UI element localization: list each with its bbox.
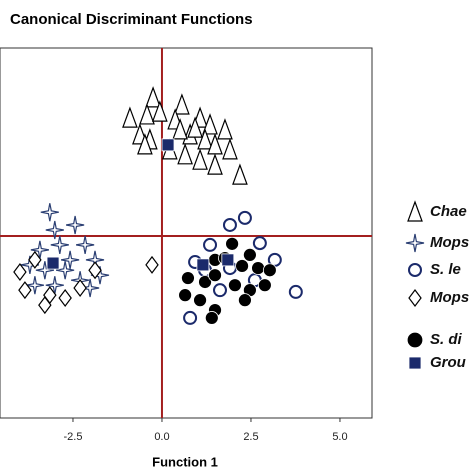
- point: [222, 138, 238, 160]
- point: [65, 215, 85, 235]
- point: [151, 100, 168, 122]
- point: [183, 310, 198, 325]
- point: [161, 138, 175, 152]
- legend-label: S. di: [430, 331, 463, 348]
- point: [28, 250, 42, 269]
- point: [257, 278, 272, 293]
- point: [217, 118, 233, 140]
- point: [252, 236, 267, 251]
- point: [242, 248, 257, 262]
- point: [228, 278, 242, 293]
- point: [181, 271, 195, 285]
- legend-label: Chae: [430, 203, 467, 220]
- point: [38, 296, 52, 315]
- point: [75, 235, 95, 255]
- point: [221, 253, 235, 267]
- legend-marker: [405, 233, 425, 253]
- point: [204, 311, 219, 325]
- legend-label: S. le: [430, 261, 461, 278]
- point: [202, 113, 218, 135]
- x-tick-label: -2.5: [63, 431, 82, 443]
- x-tick-label: 0.0: [154, 431, 169, 443]
- x-axis-title: Function 1: [152, 454, 218, 469]
- point: [55, 261, 75, 280]
- point: [18, 281, 32, 300]
- point: [235, 259, 249, 273]
- chart-title: Canonical Discriminant Functions: [10, 11, 253, 28]
- point: [172, 118, 188, 140]
- point: [58, 288, 72, 307]
- legend-marker: [408, 263, 422, 277]
- point: [187, 116, 203, 138]
- point: [137, 133, 153, 155]
- legend-label: Mops: [430, 234, 469, 251]
- point: [177, 143, 193, 165]
- point: [178, 288, 193, 303]
- point: [192, 148, 208, 170]
- legend-marker: [408, 289, 422, 307]
- point: [25, 276, 45, 295]
- point: [145, 255, 159, 274]
- point: [45, 220, 64, 240]
- point: [174, 93, 190, 115]
- legend-marker: [406, 331, 424, 349]
- legend-marker: [407, 200, 423, 222]
- point: [88, 261, 102, 280]
- point: [50, 235, 69, 255]
- point: [122, 106, 138, 128]
- point: [196, 258, 210, 272]
- point: [73, 279, 87, 298]
- point: [139, 103, 155, 125]
- x-tick-label: 5.0: [332, 431, 347, 443]
- point: [207, 153, 223, 175]
- point: [288, 284, 303, 299]
- x-tick-label: 2.5: [243, 431, 258, 443]
- point: [262, 263, 277, 278]
- point: [208, 268, 222, 283]
- point: [197, 128, 213, 150]
- point: [198, 275, 212, 289]
- point: [251, 261, 265, 275]
- point: [225, 236, 239, 251]
- point: [238, 293, 252, 308]
- point: [13, 262, 27, 281]
- legend-marker: [408, 356, 422, 370]
- plot-frame: [0, 47, 373, 419]
- point: [232, 163, 248, 185]
- point: [193, 293, 207, 308]
- point: [203, 237, 218, 252]
- point: [212, 283, 227, 298]
- point: [40, 203, 59, 222]
- point: [46, 256, 60, 270]
- point: [222, 217, 237, 232]
- legend-label: Grou: [430, 354, 466, 371]
- legend-label: Mops: [430, 289, 469, 306]
- point: [145, 86, 161, 108]
- point: [237, 210, 252, 225]
